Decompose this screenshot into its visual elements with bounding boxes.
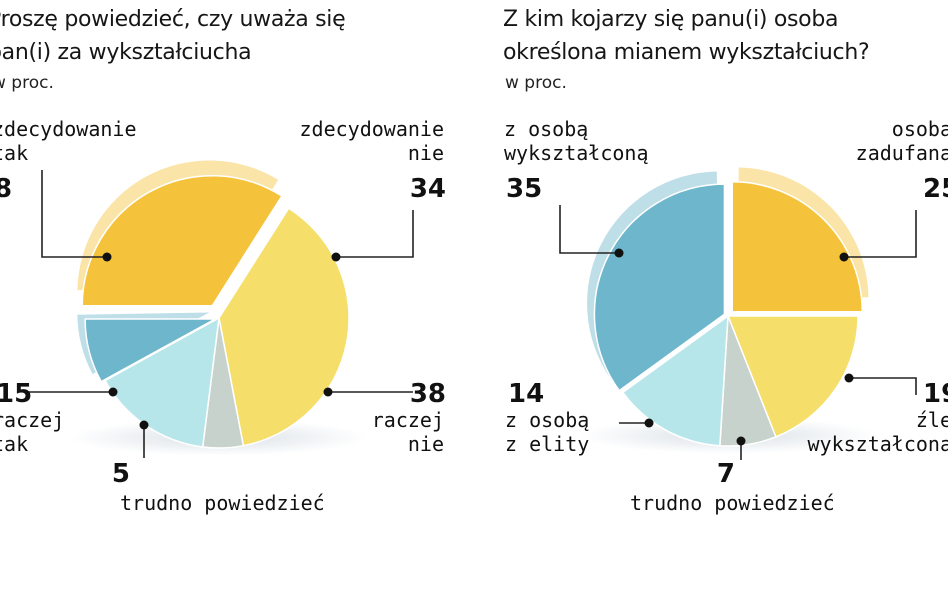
leader-line [41,170,107,258]
pie-slice-rn [218,207,350,447]
slice-value: 7 [717,459,735,489]
slice-label: raczej [0,408,64,432]
leader-dot [844,373,854,383]
chart-panel-associations: Z kim kojarzy się panu(i) osoba określon… [474,0,948,593]
leader-dot [108,387,118,397]
leader-line [336,210,414,258]
slice-value: 15 [0,379,32,409]
slice-label: zadufana [856,141,948,165]
slice-label: nie [408,141,444,165]
slice-label: tak [0,141,28,165]
slice-label: źle [916,408,948,432]
leader-dot [839,252,849,262]
pie-chart-associations: 25osobazadufana19źlewykształcona7trudno … [504,117,948,515]
pie-slice-zt [84,318,216,383]
leader-dot [644,418,654,428]
leader-dot [614,248,624,258]
leader-dot [736,436,746,446]
slice-label: z osobą [504,117,588,141]
slice-value: 25 [923,174,948,204]
slice-value: 34 [410,174,446,204]
slice-label: trudno powiedzieć [120,491,325,515]
pie-slice-zwo [593,183,726,392]
leader-dot [323,387,333,397]
leader-line [849,377,917,395]
leader-line [559,205,619,254]
slice-value: 35 [506,174,542,204]
pie-slice-oz [731,181,863,313]
chart-subtitle: w proc. [0,73,54,93]
slice-value: 19 [923,379,948,409]
slice-value: 5 [112,459,130,489]
slice-label: wykształconą [504,141,649,165]
slice-value: 14 [508,379,544,409]
chart-title: Z kim kojarzy się panu(i) osoba określon… [503,7,870,65]
leader-dot [139,420,149,430]
slice-label: raczej [372,408,444,432]
slice-value: 38 [410,379,446,409]
slice-label: zdecydowanie [0,117,137,141]
slice-label: nie [408,432,444,456]
slice-label: z elity [505,432,589,456]
leader-dot [331,252,341,262]
slice-label: zdecydowanie [300,117,445,141]
slice-label: trudno powiedzieć [630,491,835,515]
pie-slice-zw [727,315,859,438]
leader-dot [102,252,112,262]
chart-title: Proszę powiedzieć, czy uważa się pan(i) … [0,7,346,65]
slice-label: wykształcona [808,432,948,456]
slice-label: tak [0,432,28,456]
slice-label: osoba [892,117,948,141]
pie-slice-ze [622,315,729,447]
slice-callout-rt: 15raczejtak [0,379,118,456]
chart-subtitle: w proc. [505,73,567,93]
chart-panel-self-identification: Proszę powiedzieć, czy uważa się pan(i) … [0,7,446,515]
slice-value: 8 [0,174,12,204]
pie-chart-self-identification: 8zdecydowanietak34zdecydowanienie38racze… [0,117,446,515]
leader-line [844,210,917,258]
slice-label: z osobą [505,408,589,432]
slice-callout-zt: 8 zdecydowanietak [0,117,137,262]
pie-slice-zn [81,174,283,307]
slice-callout-zw: 19źlewykształcona [808,373,948,456]
